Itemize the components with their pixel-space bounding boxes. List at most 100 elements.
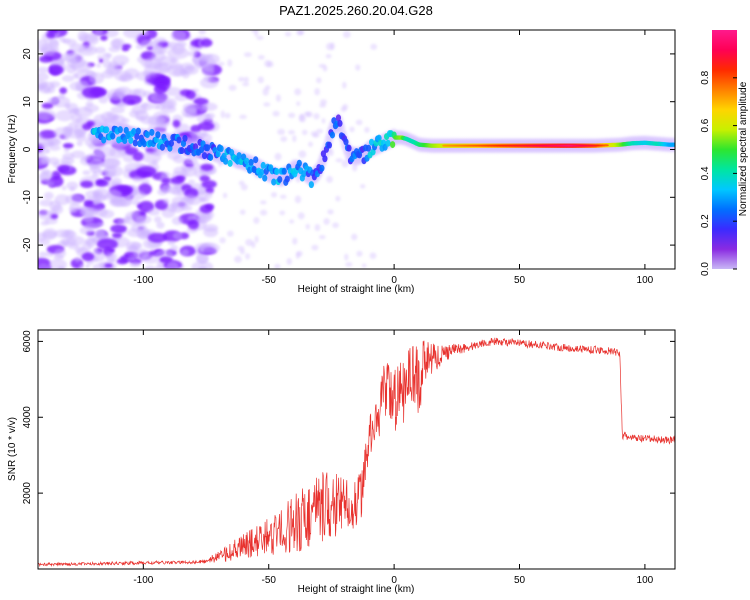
spectrogram-noise-blob: [69, 186, 76, 192]
spectrogram-noise-blob: [240, 183, 248, 191]
spectrogram-x-tick-label: 50: [514, 275, 526, 286]
spectrogram-noise-blob: [361, 263, 367, 268]
spectrogram-noise-blob: [38, 72, 50, 82]
spectrogram-noise-blob: [69, 202, 81, 213]
spectrogram-noise-blob: [179, 89, 192, 97]
spectrogram-noise-blob: [263, 102, 271, 107]
spectrogram-noise-blob: [40, 156, 50, 165]
spectrogram-noise-blob: [38, 133, 43, 140]
spectrogram-noise-blob: [326, 175, 333, 183]
spectrogram-noise-blob: [284, 31, 292, 37]
spectrogram-noise-blob: [274, 263, 281, 269]
spectrogram-noise-blob: [38, 251, 48, 258]
colorbar-tick-label: 0.8: [700, 70, 711, 84]
spectrogram-noise-blob: [101, 52, 111, 61]
spectrogram-noise-blob: [314, 223, 321, 232]
spectrogram-noise-blob: [122, 94, 142, 105]
spectrogram-noise-blob: [224, 112, 231, 119]
spectrogram-noise-blob: [187, 219, 199, 230]
spectrogram-noise-blob: [68, 122, 79, 129]
spectrogram-noise-blob: [131, 199, 141, 206]
spectrogram-noise-blob: [296, 101, 301, 106]
spectrogram-noise-blob: [129, 261, 141, 268]
spectrogram-noise-blob: [237, 245, 245, 251]
spectrogram-ridge-cell: [218, 145, 224, 153]
spectrogram-noise-blob: [94, 46, 106, 54]
spectrogram-noise-blob: [182, 113, 191, 118]
spectrogram-noise-blob: [316, 77, 322, 84]
spectrogram-noise-blob: [294, 195, 302, 204]
spectrogram-noise-blob: [279, 194, 287, 199]
spectrogram-ridge-cell: [385, 139, 391, 147]
spectrogram-noise-blob: [360, 184, 366, 189]
spectrogram-noise-blob: [165, 86, 182, 96]
spectrogram-ridge-cell: [346, 144, 352, 152]
spectrogram-noise-blob: [242, 82, 250, 87]
spectrogram-noise-blob: [308, 141, 313, 147]
spectrogram-noise-blob: [54, 194, 70, 206]
spectrogram-noise-blob: [81, 252, 95, 262]
spectrogram-noise-blob: [43, 191, 54, 200]
spectrogram-noise-blob: [205, 191, 213, 199]
spectrogram-ridge-cell: [117, 126, 123, 134]
spectrogram-noise-blob: [335, 195, 341, 202]
spectrogram-noise-blob: [132, 151, 144, 162]
spectrogram-noise-blob: [66, 181, 79, 190]
spectrogram-noise-blob: [130, 211, 140, 217]
spectrogram-noise-blob: [154, 115, 165, 124]
spectrogram-noise-blob: [159, 256, 173, 264]
spectrogram-noise-blob: [199, 197, 206, 203]
spectrogram-ridge-cell: [343, 138, 349, 146]
spectrogram-noise-blob: [47, 180, 56, 187]
spectrogram-noise-blob: [111, 232, 123, 239]
spectrogram-ridge-cell: [155, 131, 161, 139]
spectrogram-ridge-cell: [236, 152, 242, 160]
spectrogram-noise-blob: [264, 85, 271, 91]
spectrogram-noise-blob: [341, 159, 349, 168]
spectrogram-noise-blob: [153, 216, 162, 224]
spectrogram-noise-blob: [61, 185, 67, 191]
spectrogram-noise-blob: [201, 180, 217, 189]
spectrogram-noise-blob: [286, 258, 293, 265]
spectrogram-noise-blob: [162, 100, 175, 110]
spectrogram-noise-blob: [135, 215, 152, 224]
colorbar-gradient: [712, 30, 737, 269]
colorbar-label: Normalized spectral amplitude: [738, 81, 749, 216]
spectrogram-noise-blob: [96, 179, 105, 185]
spectrogram-noise-blob: [199, 175, 211, 183]
spectrogram-ridge-cell: [128, 136, 134, 144]
spectrogram-ridge-cell: [281, 167, 287, 175]
colorbar-tick-label: 0.4: [700, 166, 711, 180]
spectrogram-noise-blob: [253, 216, 260, 224]
spectrogram-noise-blob: [103, 170, 116, 177]
spectrogram-y-tick-label: 20: [22, 48, 33, 60]
spectrogram-noise-blob: [110, 177, 122, 186]
spectrogram-noise-blob: [185, 156, 199, 165]
spectrogram-noise-blob: [197, 215, 209, 224]
spectrogram-ridge-cell: [248, 158, 254, 166]
spectrogram-noise-blob: [298, 114, 307, 123]
spectrogram-noise-blob: [126, 190, 146, 200]
spectrogram-noise-blob: [130, 242, 143, 250]
spectrogram-noise-blob: [205, 186, 214, 194]
spectrogram-x-label: Height of straight line (km): [298, 284, 415, 295]
spectrogram-noise-blob: [100, 157, 121, 169]
spectrogram-noise-blob: [153, 83, 167, 95]
spectrogram-noise-blob: [176, 203, 189, 210]
snr-x-tick-label: 100: [637, 575, 654, 586]
spectrogram-noise-blob: [93, 114, 108, 127]
spectrogram-noise-blob: [370, 43, 378, 50]
spectrogram-noise-blob: [318, 235, 326, 240]
spectrogram-noise-blob: [38, 232, 47, 242]
spectrogram-noise-blob: [239, 209, 246, 215]
spectrogram-noise-blob: [38, 129, 57, 140]
snr-y-tick-label: 2000: [22, 482, 33, 505]
figure-title: PAZ1.2025.260.20.04.G28: [279, 3, 433, 18]
spectrogram-noise-blob: [70, 150, 86, 159]
spectrogram-noise-blob: [83, 200, 94, 206]
spectrogram-noise-blob: [260, 200, 267, 205]
spectrogram-ridge-cell: [301, 170, 307, 178]
spectrogram-noise-blob: [81, 155, 92, 161]
spectrogram-x-axis: -100 -50 0 50 100: [133, 30, 654, 286]
